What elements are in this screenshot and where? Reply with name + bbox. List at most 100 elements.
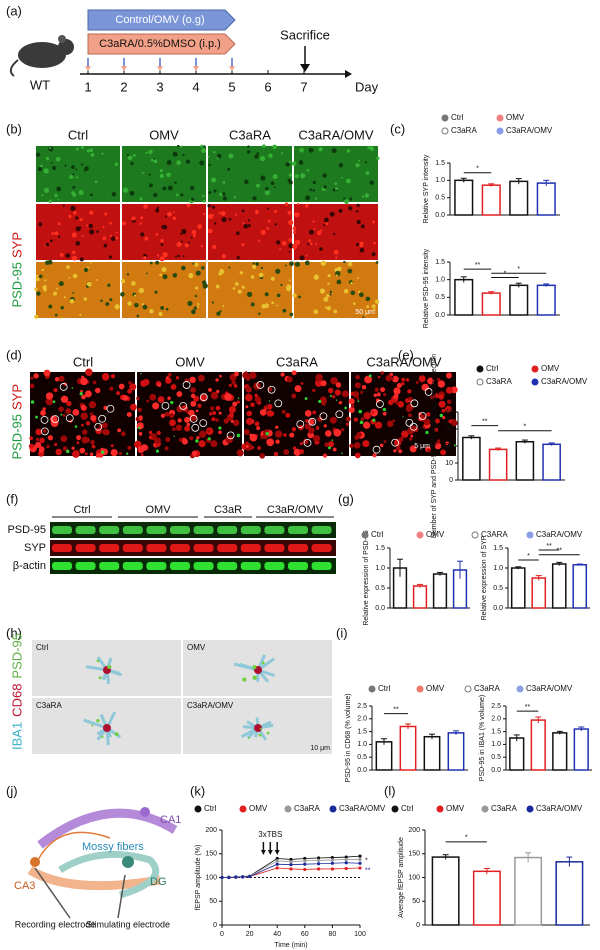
- texture: [148, 149, 153, 155]
- texture: [237, 289, 242, 294]
- texture: [140, 373, 142, 375]
- texture: [396, 383, 402, 389]
- texture: [146, 399, 150, 403]
- colocalization-marker: [106, 404, 115, 413]
- cell-label: Ctrl: [36, 643, 49, 652]
- texture: [211, 177, 217, 183]
- texture: [267, 219, 271, 223]
- texture: [184, 416, 191, 423]
- texture: [44, 260, 50, 265]
- texture: [440, 449, 447, 456]
- legend-label: OMV: [541, 364, 560, 373]
- texture: [140, 379, 148, 387]
- texture: [120, 292, 125, 297]
- legend-label: C3ARA: [481, 530, 508, 539]
- texture: [329, 293, 332, 296]
- texture: [219, 269, 225, 275]
- row-label: PSD-95: [9, 262, 24, 308]
- legend-label: Ctrl: [486, 364, 499, 373]
- texture: [120, 278, 126, 284]
- texture: [239, 271, 243, 275]
- texture: [335, 399, 338, 401]
- texture: [252, 264, 257, 270]
- texture: [208, 213, 214, 220]
- texture: [81, 145, 85, 149]
- texture: [357, 400, 360, 403]
- texture: [190, 236, 193, 239]
- x-tick-label: 100: [354, 931, 366, 938]
- y-tick-label: 100: [205, 874, 217, 881]
- texture: [53, 388, 58, 393]
- texture: [29, 436, 34, 441]
- significance-label: **: [365, 868, 371, 875]
- y-axis-label: Average fEPSP amplitude: [398, 837, 405, 918]
- y-axis-label: Relative PSD-95 intensity: [423, 248, 430, 328]
- micrograph: [208, 146, 292, 202]
- blot-band: [122, 526, 143, 534]
- texture: [254, 421, 260, 427]
- texture: [245, 417, 254, 426]
- significance-label: *: [504, 270, 507, 277]
- texture: [427, 377, 435, 385]
- lane-label: C3aR: [214, 504, 242, 516]
- texture: [164, 411, 170, 417]
- blot-band: [240, 562, 261, 570]
- texture: [83, 297, 88, 301]
- texture: [358, 159, 361, 162]
- y-tick-label: 1.5: [493, 545, 503, 552]
- texture: [334, 389, 341, 396]
- texture: [358, 290, 361, 294]
- scale-label: 10 μm: [310, 745, 330, 752]
- texture: [361, 385, 367, 390]
- texture: [169, 412, 175, 419]
- texture: [222, 305, 225, 308]
- blot-band: [122, 544, 143, 552]
- y-tick-label: 0.5: [491, 754, 501, 761]
- western-blot: Ctrl OMV C3aR C3aR/OMV PSD-95 SYP β-actin: [7, 504, 336, 574]
- texture: [245, 386, 251, 392]
- microglia-process: [83, 718, 108, 730]
- texture: [393, 387, 401, 395]
- texture: [109, 386, 114, 391]
- significance-label: **: [475, 262, 481, 269]
- texture: [39, 437, 45, 444]
- texture: [219, 192, 223, 197]
- texture: [313, 309, 319, 315]
- day-label: 5: [228, 79, 235, 94]
- texture: [300, 382, 304, 385]
- texture: [129, 383, 137, 391]
- texture: [45, 242, 50, 247]
- texture: [364, 375, 372, 384]
- texture: [76, 435, 82, 441]
- texture: [155, 260, 160, 265]
- texture: [58, 406, 64, 412]
- texture: [110, 374, 116, 379]
- texture: [88, 223, 94, 229]
- legend-marker: [516, 685, 524, 693]
- texture: [252, 262, 255, 265]
- texture: [176, 160, 181, 165]
- texture: [103, 405, 108, 410]
- texture: [445, 386, 453, 394]
- legend-marker: [471, 531, 479, 539]
- texture: [75, 241, 81, 246]
- texture: [320, 260, 326, 266]
- texture: [308, 419, 315, 425]
- texture: [79, 313, 82, 316]
- texture: [329, 290, 333, 294]
- texture: [291, 161, 297, 166]
- texture: [41, 268, 45, 272]
- texture: [210, 391, 219, 400]
- texture: [285, 162, 290, 167]
- texture: [292, 226, 297, 231]
- texture: [235, 231, 240, 236]
- texture: [283, 449, 290, 455]
- texture: [294, 174, 299, 179]
- texture: [434, 427, 439, 432]
- injection-arrow: [229, 66, 235, 71]
- x-tick-label: 80: [329, 931, 337, 938]
- texture: [264, 292, 269, 297]
- texture: [326, 294, 330, 298]
- texture: [445, 372, 452, 379]
- texture: [72, 173, 75, 176]
